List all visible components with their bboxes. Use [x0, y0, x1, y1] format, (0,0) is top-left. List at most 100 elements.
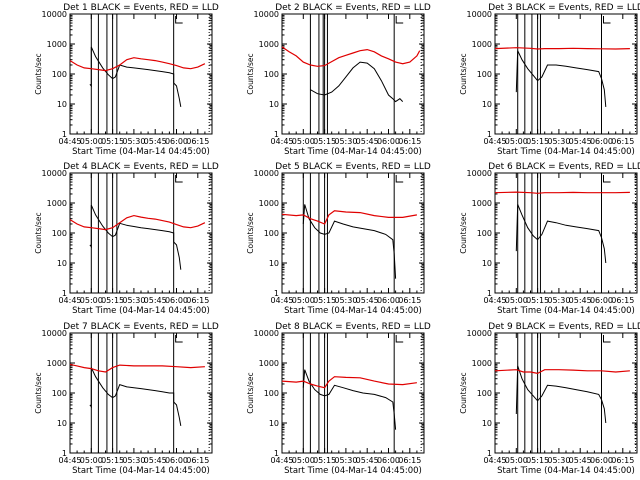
y-axis-label: Counts/sec	[459, 372, 468, 413]
y-axis-label: Counts/sec	[459, 212, 468, 253]
y-tick-label: 10000	[467, 169, 492, 178]
events-series-line	[302, 204, 397, 279]
y-tick-label: 1	[274, 130, 279, 139]
x-axis-label: Start Time (04-Mar-14 04:45:00)	[497, 306, 635, 316]
y-tick-label: 10	[57, 419, 67, 428]
plot-frame	[494, 13, 638, 135]
y-tick-label: 10	[269, 259, 279, 268]
y-tick-label: 1000	[47, 40, 67, 49]
y-tick-label: 1000	[472, 359, 492, 368]
y-tick-label: 10	[269, 100, 279, 109]
detector-panel: Det 7 BLACK = Events, RED = LLD 1 10 100 100…	[34, 322, 219, 476]
x-tick-label: 05:30	[334, 137, 357, 146]
plot-frame	[494, 172, 638, 294]
x-tick-label: 05:00	[292, 456, 315, 465]
marker-bracket	[395, 335, 404, 343]
lld-series-line	[494, 369, 630, 375]
x-tick-label: 05:45	[144, 137, 167, 146]
y-tick-label: 10000	[42, 169, 67, 178]
events-series-line	[515, 204, 607, 264]
y-tick-label: 1	[487, 289, 492, 298]
x-tick-label: 05:15	[101, 296, 124, 305]
x-tick-label: 06:15	[611, 296, 634, 305]
x-tick-label: 05:00	[80, 296, 103, 305]
y-tick-label: 1	[487, 130, 492, 139]
y-tick-label: 1000	[472, 199, 492, 208]
detector-panel: Det 3 BLACK = Events, RED = LLD 1 10 100 100…	[459, 3, 640, 157]
chart-title: Det 8 BLACK = Events, RED = LLD	[275, 322, 431, 332]
x-tick-label: 05:00	[505, 137, 528, 146]
x-tick-label: 05:15	[101, 456, 124, 465]
y-axis-label: Counts/sec	[34, 212, 43, 253]
y-tick-label: 100	[52, 389, 67, 398]
y-tick-label: 100	[477, 389, 492, 398]
chart-title: Det 2 BLACK = Events, RED = LLD	[275, 3, 431, 13]
chart-title: Det 4 BLACK = Events, RED = LLD	[63, 162, 219, 172]
y-tick-label: 10000	[467, 329, 492, 338]
x-tick-label: 05:15	[526, 296, 549, 305]
chart-title: Det 3 BLACK = Events, RED = LLD	[488, 3, 640, 13]
x-tick-label: 05:00	[505, 456, 528, 465]
x-tick-label: 05:15	[526, 456, 549, 465]
y-axis-label: Counts/sec	[246, 53, 255, 94]
x-tick-label: 04:45	[58, 456, 81, 465]
lld-series-line	[69, 363, 205, 373]
x-tick-label: 05:15	[101, 137, 124, 146]
detector-panel: Det 2 BLACK = Events, RED = LLD 1 10 100 100…	[246, 3, 431, 157]
y-tick-label: 10	[482, 419, 492, 428]
events-series-line	[302, 369, 397, 430]
x-tick-label: 05:15	[313, 296, 336, 305]
x-axis-label: Start Time (04-Mar-14 04:45:00)	[497, 466, 635, 476]
x-axis-label: Start Time (04-Mar-14 04:45:00)	[72, 306, 210, 316]
x-tick-label: 05:00	[292, 137, 315, 146]
y-tick-label: 10	[57, 259, 67, 268]
lld-series-line	[281, 210, 418, 225]
x-tick-label: 05:45	[356, 456, 379, 465]
marker-bracket	[395, 175, 404, 183]
x-tick-label: 06:15	[611, 137, 634, 146]
x-tick-label: 06:15	[398, 296, 421, 305]
y-axis-label: Counts/sec	[459, 53, 468, 94]
x-tick-label: 06:00	[590, 456, 613, 465]
y-tick-label: 10000	[42, 10, 67, 19]
y-tick-label: 100	[52, 70, 67, 79]
x-tick-label: 06:00	[377, 456, 400, 465]
x-tick-label: 05:45	[569, 456, 592, 465]
marker-bracket	[175, 335, 183, 343]
y-tick-label: 100	[477, 229, 492, 238]
x-tick-label: 06:15	[186, 137, 209, 146]
x-tick-label: 05:15	[526, 137, 549, 146]
x-tick-label: 05:45	[569, 296, 592, 305]
y-tick-label: 1	[62, 289, 67, 298]
detector-panel: Det 5 BLACK = Events, RED = LLD 1 10 100 100…	[246, 162, 431, 316]
x-tick-label: 06:00	[165, 137, 188, 146]
events-series-line	[310, 61, 404, 103]
y-tick-label: 1000	[47, 359, 67, 368]
x-tick-label: 05:30	[547, 296, 570, 305]
chart-title: Det 9 BLACK = Events, RED = LLD	[488, 322, 640, 332]
y-tick-label: 1	[487, 449, 492, 458]
y-tick-label: 100	[264, 70, 279, 79]
x-tick-label: 06:15	[186, 296, 209, 305]
x-axis-label: Start Time (04-Mar-14 04:45:00)	[497, 147, 635, 157]
x-tick-label: 04:45	[270, 137, 293, 146]
x-tick-label: 06:00	[590, 137, 613, 146]
x-tick-label: 06:15	[186, 456, 209, 465]
y-tick-label: 1	[62, 449, 67, 458]
x-tick-label: 05:30	[547, 456, 570, 465]
marker-bracket	[603, 175, 611, 183]
x-tick-label: 06:15	[398, 137, 421, 146]
y-tick-label: 1	[274, 289, 279, 298]
chart-title: Det 6 BLACK = Events, RED = LLD	[488, 162, 640, 172]
y-tick-label: 1	[274, 449, 279, 458]
y-tick-label: 10	[57, 100, 67, 109]
x-tick-label: 06:00	[165, 296, 188, 305]
x-tick-label: 05:00	[505, 296, 528, 305]
events-series-line	[89, 367, 182, 426]
marker-bracket	[603, 16, 611, 24]
x-tick-label: 05:15	[313, 456, 336, 465]
x-tick-label: 05:45	[356, 296, 379, 305]
y-tick-label: 10000	[467, 10, 492, 19]
x-tick-label: 05:00	[80, 137, 103, 146]
